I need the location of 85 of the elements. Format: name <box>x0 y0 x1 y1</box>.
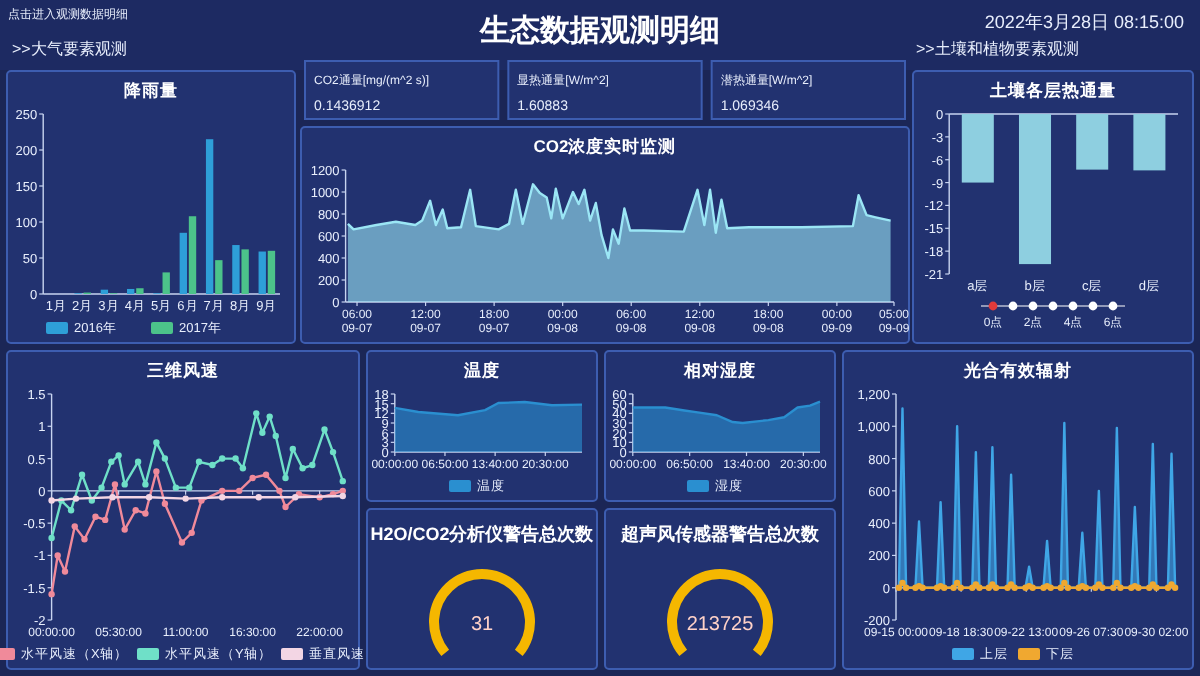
bar <box>136 288 144 294</box>
point <box>61 568 69 575</box>
point <box>102 516 109 524</box>
text: 生态数据观测明细 <box>478 14 720 48</box>
point <box>98 484 105 491</box>
point <box>255 494 262 501</box>
bar <box>179 232 187 294</box>
point <box>71 523 78 530</box>
point <box>108 458 115 465</box>
point <box>282 474 289 482</box>
text: >>土壤和植物要素观测 <box>916 40 1079 58</box>
point <box>239 465 247 472</box>
point <box>186 484 193 491</box>
point <box>178 539 186 546</box>
data-label: 213725 <box>686 614 755 636</box>
point <box>289 445 297 453</box>
chart-title: 降雨量 <box>124 80 178 100</box>
point <box>282 503 289 511</box>
point <box>153 468 160 475</box>
bar <box>258 251 266 294</box>
point <box>115 452 122 459</box>
point <box>121 526 128 533</box>
point <box>142 481 149 488</box>
bar <box>241 249 249 294</box>
chart-title: 三维风速 <box>147 360 221 380</box>
point <box>209 461 216 469</box>
bar <box>205 139 214 294</box>
point <box>262 471 270 478</box>
point <box>54 552 61 559</box>
point <box>48 590 55 598</box>
point <box>236 487 243 495</box>
bar <box>188 216 197 294</box>
point <box>134 458 142 465</box>
chart-title: 相对湿度 <box>682 360 756 380</box>
point <box>109 494 116 501</box>
point <box>172 484 180 491</box>
point <box>121 481 128 488</box>
point <box>182 495 189 502</box>
bar <box>267 250 276 294</box>
point <box>253 410 260 417</box>
bar <box>162 272 170 294</box>
point <box>145 494 153 501</box>
point <box>266 413 273 420</box>
point <box>67 507 75 514</box>
chart-title: CO2浓度实时监测 <box>533 136 677 156</box>
point <box>48 534 55 542</box>
point <box>272 432 279 440</box>
point <box>259 429 266 436</box>
point <box>339 492 346 500</box>
text: 2022年3月28日 08:15:00 <box>984 12 1184 32</box>
data-label: 31 <box>470 614 494 636</box>
point <box>92 513 99 520</box>
point <box>339 477 346 485</box>
point <box>153 439 160 446</box>
chart-title: 光合有效辐射 <box>962 360 1072 380</box>
point <box>195 458 203 465</box>
chart-title: 土壤各层热通量 <box>988 80 1116 100</box>
point <box>48 497 55 504</box>
bar <box>215 260 223 294</box>
point <box>299 465 306 472</box>
point <box>218 455 226 462</box>
point <box>132 507 139 514</box>
point <box>249 474 256 482</box>
text: >>大气要素观测 <box>12 40 127 58</box>
point <box>339 487 346 495</box>
text: 超声风传感器警告总次数 <box>619 524 821 544</box>
text: H2O/CO2分析仪警告总次数 <box>370 524 596 544</box>
point <box>276 487 283 495</box>
point <box>142 510 149 517</box>
point <box>218 494 226 501</box>
point <box>81 536 88 543</box>
point <box>309 461 316 469</box>
chart-title: 温度 <box>462 360 500 380</box>
point <box>161 500 169 507</box>
point <box>188 529 195 537</box>
point <box>329 448 337 456</box>
point <box>78 471 86 478</box>
point <box>218 487 226 495</box>
point <box>161 455 169 462</box>
bar <box>232 245 240 294</box>
point <box>111 481 119 488</box>
bar <box>127 288 135 294</box>
point <box>232 455 239 462</box>
point <box>72 495 80 502</box>
point <box>321 426 328 433</box>
